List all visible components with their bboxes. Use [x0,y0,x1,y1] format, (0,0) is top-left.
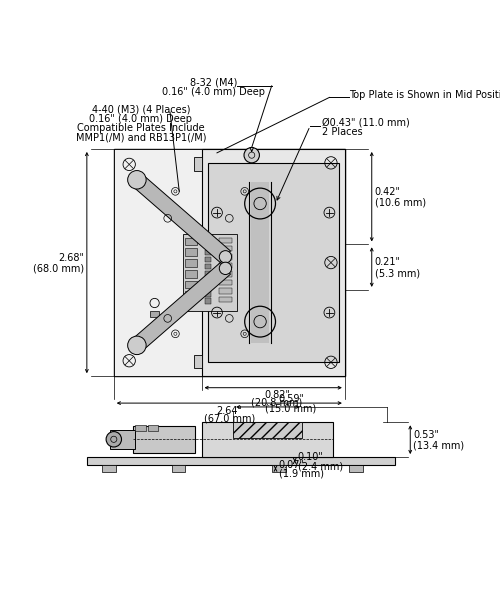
Circle shape [128,170,146,189]
Bar [194,355,202,368]
Bar [218,289,232,294]
Bar [202,422,333,457]
Text: MMP1(/M) and RB13P1(/M): MMP1(/M) and RB13P1(/M) [76,132,206,142]
Text: 0.53": 0.53" [414,430,440,440]
Bar [204,284,211,290]
Bar [183,234,237,311]
Bar [218,238,232,243]
Bar [204,271,211,276]
Text: Top Plate is Shown in Mid Position: Top Plate is Shown in Mid Position [348,90,500,100]
Bar [218,246,232,251]
Bar [110,430,134,449]
Text: 8-32 (M4): 8-32 (M4) [190,77,238,88]
Bar [150,311,159,317]
Text: 0.59": 0.59" [278,394,304,404]
Text: (10.6 mm): (10.6 mm) [375,198,426,208]
Bar [204,236,211,241]
Bar [251,182,270,343]
Bar [204,264,211,269]
Bar [218,280,232,285]
Bar [218,271,232,277]
Text: 2.68": 2.68" [58,253,84,263]
Bar [202,149,345,376]
Text: 2 Places: 2 Places [322,127,362,137]
Text: (15.0 mm): (15.0 mm) [266,403,316,413]
Polygon shape [132,174,230,263]
Bar [114,149,252,376]
Bar [134,425,146,431]
Text: 0.42": 0.42" [375,187,401,197]
Text: 4-40 (M3) (4 Places): 4-40 (M3) (4 Places) [92,104,190,115]
Text: 0.07": 0.07" [278,460,304,470]
Bar [148,425,158,431]
Bar [218,263,232,268]
Text: 2.64": 2.64" [216,406,242,416]
Text: Compatible Plates Include: Compatible Plates Include [77,123,204,133]
Bar [208,163,338,362]
Bar [186,270,197,278]
Bar [204,292,211,297]
Text: (2.4 mm): (2.4 mm) [298,461,343,471]
Bar [204,278,211,283]
Bar [194,157,202,170]
Bar [204,243,211,248]
Bar [186,238,197,245]
Polygon shape [132,263,230,351]
Text: 0.21": 0.21" [375,257,401,268]
Circle shape [220,262,232,275]
Text: 0.16" (4.0 mm) Deep: 0.16" (4.0 mm) Deep [89,113,192,124]
Circle shape [106,431,122,447]
Bar [102,464,116,472]
Bar [204,257,211,262]
Text: (1.9 mm): (1.9 mm) [278,469,324,479]
Bar [233,422,302,438]
Bar [348,464,362,472]
Bar [87,457,395,464]
Bar [218,254,232,260]
Bar [218,297,232,302]
Bar [186,259,197,267]
Text: (5.3 mm): (5.3 mm) [375,268,420,278]
Bar [186,281,197,289]
Text: Ø0.43" (11.0 mm): Ø0.43" (11.0 mm) [322,118,410,127]
Text: 0.82": 0.82" [264,390,290,400]
Text: 0.10": 0.10" [298,452,324,462]
Circle shape [244,148,260,163]
Bar [204,250,211,255]
Text: (67.0 mm): (67.0 mm) [204,414,255,424]
Bar [186,292,197,299]
Bar [204,298,211,304]
Text: (20.8 mm): (20.8 mm) [252,398,302,408]
Bar [272,464,285,472]
Bar [114,149,345,376]
Circle shape [128,336,146,355]
Text: (13.4 mm): (13.4 mm) [414,441,465,451]
Circle shape [220,251,232,263]
Text: 0.16" (4.0 mm) Deep: 0.16" (4.0 mm) Deep [162,86,266,97]
Bar [186,248,197,256]
Bar [172,464,185,472]
Bar [133,426,194,453]
Text: (68.0 mm): (68.0 mm) [32,264,84,274]
